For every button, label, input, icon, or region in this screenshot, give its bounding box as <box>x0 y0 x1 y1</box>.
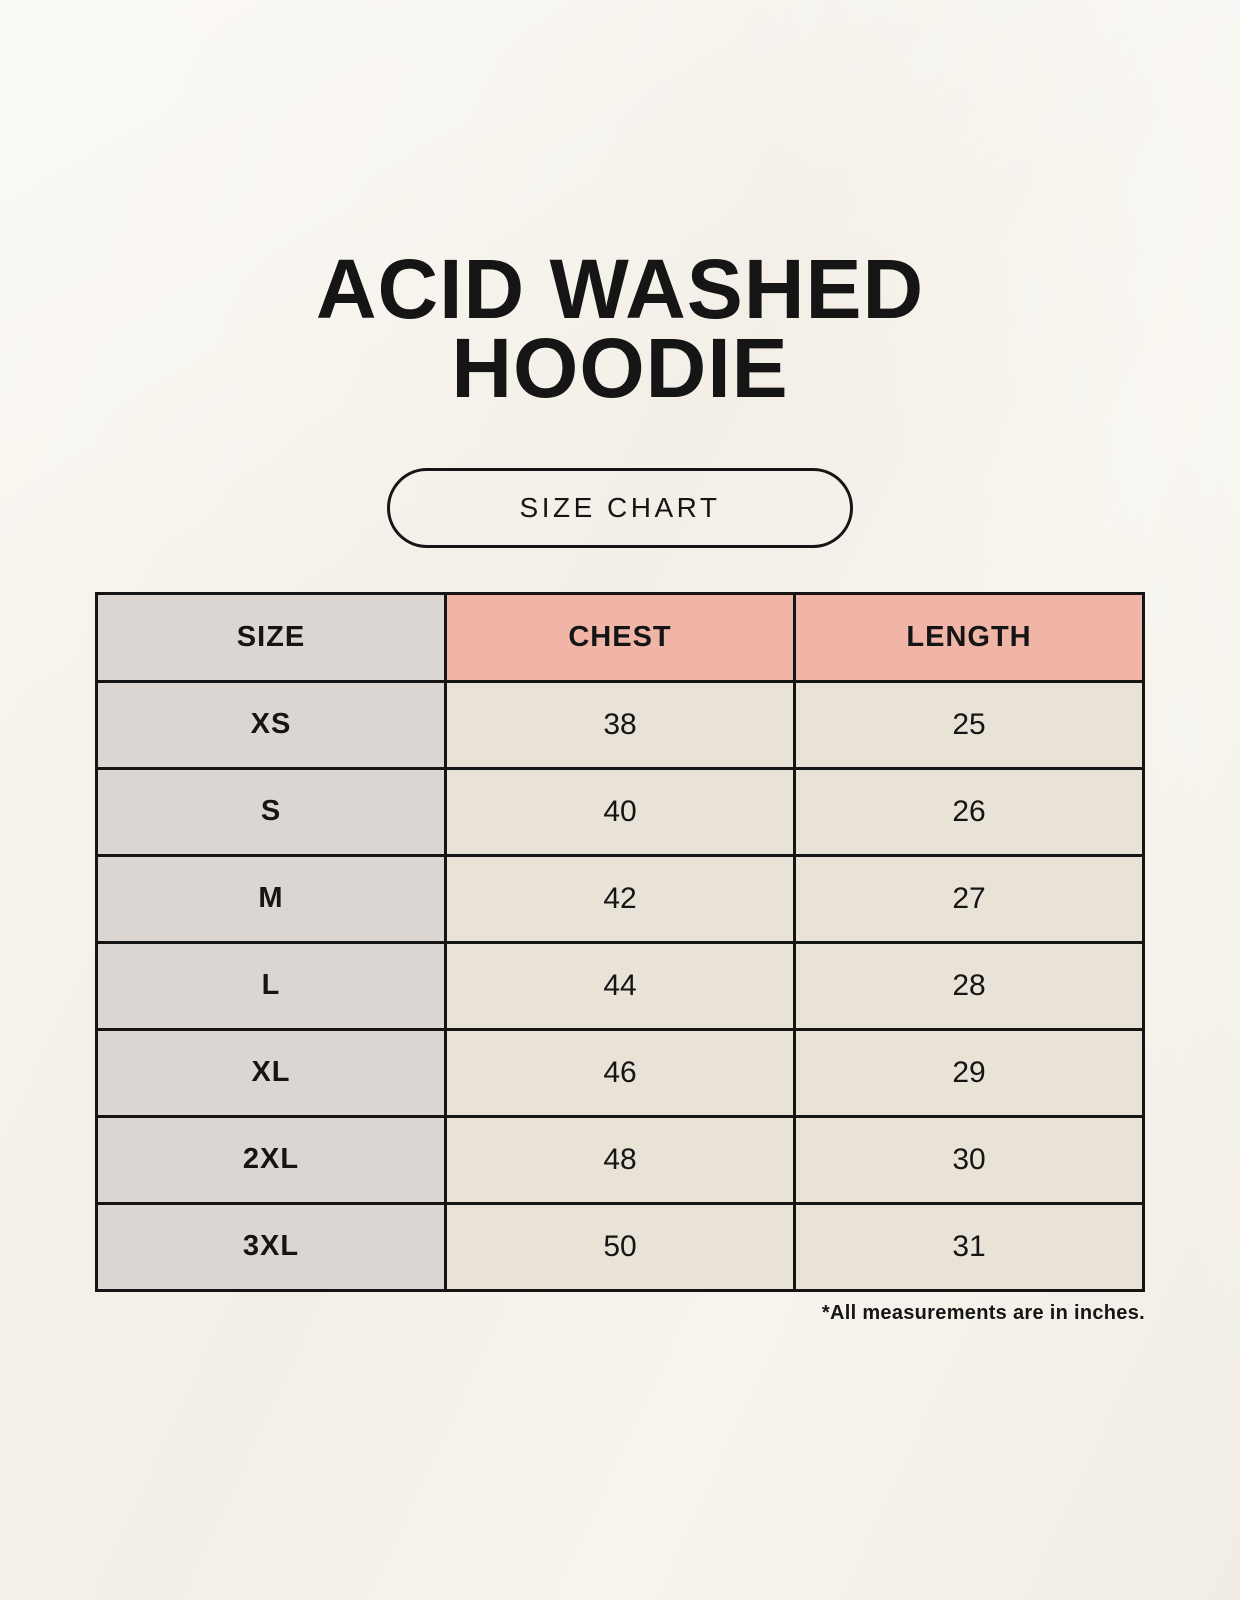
size-chart-button-label: SIZE CHART <box>519 491 721 523</box>
size-cell: S <box>95 766 447 857</box>
length-cell: 26 <box>793 766 1145 857</box>
size-chart-button-wrap: SIZE CHART <box>0 467 1240 548</box>
product-title-line1: ACID WASHED <box>315 242 925 336</box>
length-cell: 29 <box>793 1027 1145 1118</box>
chest-cell: 48 <box>444 1114 796 1205</box>
table-row: S 40 26 <box>95 766 1145 857</box>
table-header-row: SIZE CHEST LENGTH <box>95 591 1145 683</box>
chest-cell: 40 <box>444 766 796 857</box>
measurements-footnote: *All measurements are in inches. <box>821 1301 1145 1324</box>
length-cell: 27 <box>793 853 1145 944</box>
length-cell: 25 <box>793 679 1145 770</box>
size-cell: M <box>95 853 447 944</box>
product-title-line2: HOODIE <box>451 320 789 415</box>
table-row: 2XL 48 30 <box>95 1114 1145 1205</box>
chest-cell: 44 <box>444 940 796 1031</box>
size-cell: 2XL <box>95 1114 447 1205</box>
column-header-size: SIZE <box>95 591 447 683</box>
chest-cell: 50 <box>444 1201 796 1292</box>
product-title: ACID WASHED HOODIE <box>0 0 1240 415</box>
size-table: SIZE CHEST LENGTH XS 38 25 S 40 26 M 42 27 L 44 28 X… <box>95 591 1145 1292</box>
table-row: XL 46 29 <box>95 1027 1145 1118</box>
size-table-body: XS 38 25 S 40 26 M 42 27 L 44 28 XL 46 29 2XL 48 30 3XL 50 3… <box>95 679 1145 1292</box>
size-cell: XL <box>95 1027 447 1118</box>
chest-cell: 38 <box>444 679 796 770</box>
length-cell: 28 <box>793 940 1145 1031</box>
size-cell: 3XL <box>95 1201 447 1292</box>
column-header-chest: CHEST <box>444 591 796 683</box>
size-cell: XS <box>95 679 447 770</box>
length-cell: 31 <box>793 1201 1145 1292</box>
chest-cell: 46 <box>444 1027 796 1118</box>
table-row: M 42 27 <box>95 853 1145 944</box>
table-row: 3XL 50 31 <box>95 1201 1145 1292</box>
table-row: XS 38 25 <box>95 679 1145 770</box>
size-cell: L <box>95 940 447 1031</box>
size-chart-button[interactable]: SIZE CHART <box>387 467 853 548</box>
chest-cell: 42 <box>444 853 796 944</box>
length-cell: 30 <box>793 1114 1145 1205</box>
table-row: L 44 28 <box>95 940 1145 1031</box>
column-header-length: LENGTH <box>793 591 1145 683</box>
